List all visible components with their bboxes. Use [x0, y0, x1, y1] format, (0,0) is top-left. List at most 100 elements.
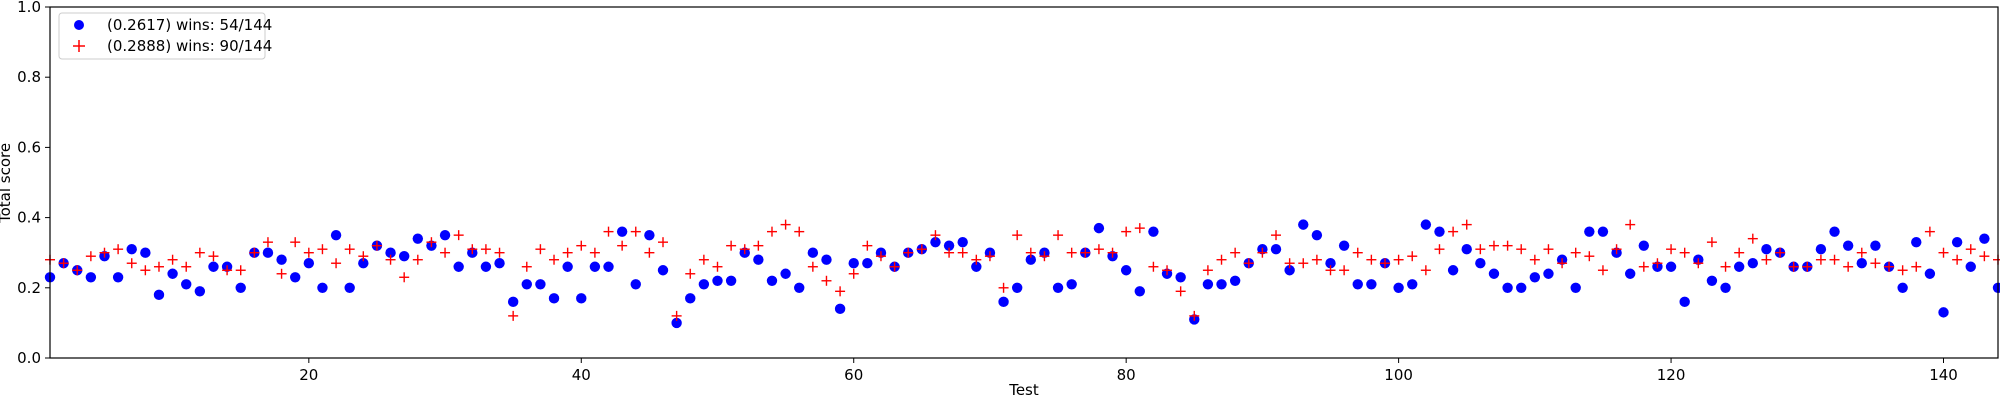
- data-point-series-2: [1611, 244, 1622, 255]
- data-point-series-2: [821, 275, 832, 286]
- data-point-series-1: [1475, 258, 1486, 269]
- data-point-series-2: [331, 258, 342, 269]
- data-point-series-2: [72, 265, 83, 276]
- data-point-series-2: [1829, 254, 1840, 265]
- data-point-series-2: [1257, 247, 1268, 258]
- data-point-series-1: [317, 282, 328, 293]
- data-point-series-1: [507, 296, 519, 308]
- data-point-series-2: [1243, 258, 1254, 269]
- data-point-series-2: [194, 247, 205, 258]
- data-point-series-1: [1584, 226, 1595, 237]
- data-point-series-1: [562, 261, 573, 272]
- data-point-series-1: [1624, 268, 1636, 279]
- data-point-series-1: [1134, 286, 1145, 297]
- data-point-series-1: [1516, 282, 1527, 293]
- data-point-series-2: [508, 310, 519, 321]
- data-point-series-1: [1420, 219, 1432, 230]
- data-point-series-2: [1271, 230, 1282, 241]
- data-point-series-1: [1502, 282, 1513, 293]
- data-point-series-1: [1570, 282, 1581, 293]
- data-point-series-1: [603, 261, 614, 272]
- data-point-series-2: [1911, 261, 1922, 272]
- data-point-series-2: [453, 230, 464, 241]
- data-point-series-1: [1597, 226, 1609, 237]
- y-tick-label: 1.0: [17, 0, 41, 16]
- data-point-series-1: [1052, 282, 1064, 293]
- data-point-series-2: [1025, 247, 1036, 258]
- data-point-series-2: [1352, 247, 1363, 258]
- data-point-series-2: [1053, 230, 1064, 241]
- data-point-series-2: [862, 240, 873, 251]
- data-point-series-2: [1557, 258, 1568, 269]
- data-point-series-2: [399, 272, 410, 283]
- data-point-series-2: [181, 261, 192, 272]
- y-tick-label: 0.8: [17, 68, 41, 86]
- data-point-series-1: [1733, 261, 1745, 272]
- data-point-series-2: [1679, 247, 1690, 258]
- data-point-series-1: [1815, 243, 1827, 255]
- data-point-series-2: [1148, 261, 1159, 272]
- data-point-series-2: [685, 268, 696, 279]
- data-point-series-2: [249, 247, 260, 258]
- data-point-series-2: [222, 265, 233, 276]
- data-point-series-1: [1325, 258, 1336, 269]
- data-point-series-2: [1066, 247, 1077, 258]
- data-point-series-1: [834, 303, 846, 315]
- data-point-series-2: [1815, 254, 1826, 265]
- data-point-series-1: [657, 265, 669, 276]
- data-point-series-2: [1938, 247, 1949, 258]
- data-point-series-1: [1543, 268, 1554, 279]
- data-point-series-2: [1734, 247, 1745, 258]
- data-point-series-2: [235, 265, 246, 276]
- data-point-series-2: [1802, 261, 1813, 272]
- data-point-series-2: [1298, 258, 1309, 269]
- data-point-series-1: [1011, 282, 1023, 293]
- data-point-series-2: [1202, 265, 1213, 276]
- data-point-series-2: [944, 247, 955, 258]
- data-point-series-1: [943, 240, 955, 251]
- data-point-series-2: [1843, 261, 1854, 272]
- data-point-series-1: [930, 236, 941, 248]
- data-point-series-1: [1120, 265, 1132, 276]
- data-point-series-1: [589, 261, 601, 272]
- data-point-series-1: [576, 293, 587, 304]
- data-point-series-2: [835, 286, 846, 297]
- data-point-series-1: [85, 272, 97, 283]
- data-point-series-2: [1924, 226, 1935, 237]
- data-point-series-2: [480, 244, 491, 255]
- data-point-series-1: [167, 268, 178, 279]
- data-point-series-1: [1747, 258, 1758, 269]
- data-point-series-2: [1189, 310, 1200, 321]
- data-point-series-1: [1992, 282, 2000, 293]
- x-tick-label: 40: [572, 366, 591, 384]
- data-point-series-2: [1720, 261, 1731, 272]
- data-point-series-1: [616, 226, 628, 237]
- data-point-series-2: [1175, 286, 1186, 297]
- data-point-series-1: [262, 247, 274, 258]
- data-point-series-2: [698, 254, 709, 265]
- x-tick-label: 60: [844, 366, 863, 384]
- data-point-series-1: [453, 261, 464, 272]
- data-point-series-2: [1666, 244, 1677, 255]
- data-point-series-1: [398, 251, 410, 262]
- data-point-series-1: [208, 261, 219, 272]
- data-point-series-2: [712, 261, 723, 272]
- data-point-series-2: [1311, 254, 1322, 265]
- data-point-series-1: [330, 229, 342, 241]
- legend-circle-marker: [74, 20, 84, 30]
- data-point-series-1: [1298, 219, 1309, 230]
- data-point-series-2: [1788, 261, 1799, 272]
- data-point-series-2: [1570, 247, 1581, 258]
- x-tick-label: 140: [1929, 366, 1958, 384]
- data-point-series-2: [1965, 244, 1976, 255]
- data-point-series-2: [739, 244, 750, 255]
- data-point-series-1: [630, 279, 641, 290]
- data-point-series-2: [467, 244, 478, 255]
- data-point-series-2: [1121, 226, 1132, 237]
- data-point-series-2: [1284, 258, 1295, 269]
- data-point-series-1: [1938, 307, 1949, 318]
- legend-box: [58, 12, 266, 60]
- data-point-series-2: [1339, 265, 1350, 276]
- data-point-series-2: [1856, 247, 1867, 258]
- data-point-series-2: [658, 237, 669, 248]
